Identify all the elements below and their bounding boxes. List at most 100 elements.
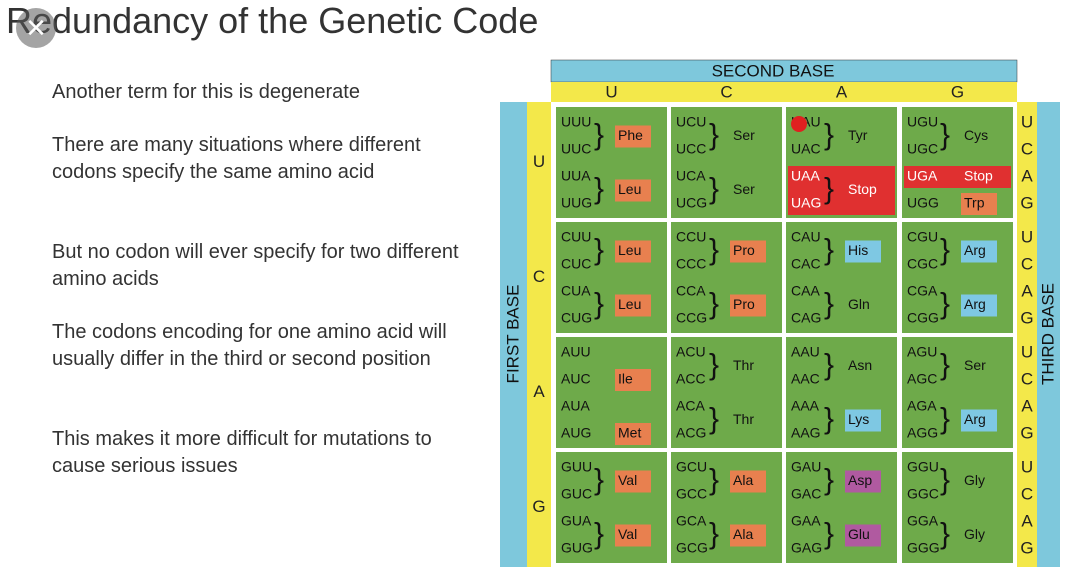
codon: ACU — [676, 344, 706, 360]
third-base-letter: U — [1021, 112, 1033, 131]
amino-acid: Stop — [848, 181, 877, 197]
brace: } — [594, 287, 604, 320]
codon: AAU — [791, 344, 820, 360]
amino-highlight — [845, 470, 881, 493]
stop-band — [904, 166, 1011, 188]
codon: AGU — [907, 344, 937, 360]
slide-title: Redundancy of the Genetic Code — [6, 0, 539, 41]
amino-acid: Arg — [964, 296, 986, 312]
amino-acid: Ser — [964, 357, 986, 373]
amino-acid: Glu — [848, 526, 870, 542]
paragraph: Another term for this is degenerate — [52, 81, 360, 103]
amino-highlight — [845, 409, 881, 432]
amino-highlight — [730, 470, 766, 493]
codon: CUA — [561, 283, 591, 299]
third-base-letter: A — [1021, 396, 1033, 415]
codon: GUC — [561, 486, 592, 502]
amino-acid: Pro — [733, 242, 755, 258]
codon: GAG — [791, 540, 822, 556]
amino-acid: Leu — [618, 242, 641, 258]
second-base-letter: C — [720, 82, 732, 101]
cell — [671, 337, 782, 448]
amino-highlight — [730, 240, 766, 263]
first-base-letter: C — [533, 267, 545, 286]
brace: } — [824, 287, 834, 320]
brace: } — [709, 402, 719, 435]
amino-acid: Ser — [733, 181, 755, 197]
amino-highlight — [615, 240, 651, 263]
codon: GCU — [676, 459, 707, 475]
amino-acid: Pro — [733, 296, 755, 312]
paragraph: There are many situations where differen… — [52, 134, 421, 183]
amino-highlight — [845, 524, 881, 547]
codon: CAC — [791, 256, 821, 272]
brace: } — [709, 287, 719, 320]
third-base-letter: A — [1021, 511, 1033, 530]
codon: AGG — [907, 425, 938, 441]
codon: GGA — [907, 513, 939, 529]
brace: } — [940, 463, 950, 496]
amino-acid: Trp — [964, 195, 985, 211]
codon: AUG — [561, 425, 591, 441]
codon: UAG — [791, 195, 821, 211]
codon: UUA — [561, 168, 591, 184]
codon: UGA — [907, 168, 938, 184]
amino-acid: Tyr — [848, 127, 868, 143]
third-base-letter: U — [1021, 457, 1033, 476]
amino-acid: Lys — [848, 411, 869, 427]
codon: CAA — [791, 283, 820, 299]
codon: ACG — [676, 425, 706, 441]
codon: GCG — [676, 540, 708, 556]
codon: GCA — [676, 513, 707, 529]
brace: } — [824, 463, 834, 496]
amino-acid: Gln — [848, 296, 870, 312]
codon: GCC — [676, 486, 707, 502]
codon: UGU — [907, 114, 938, 130]
codon: CAU — [791, 229, 821, 245]
codon: UGC — [907, 141, 938, 157]
codon: CGU — [907, 229, 938, 245]
amino-acid: Val — [618, 472, 637, 488]
third-base-letter: C — [1021, 139, 1033, 158]
third-base-letter: G — [1020, 308, 1033, 327]
brace: } — [594, 118, 604, 151]
codon: GUU — [561, 459, 592, 475]
brace: } — [940, 233, 950, 266]
codon: UUG — [561, 195, 592, 211]
codon: ACA — [676, 398, 705, 414]
codon: AAC — [791, 371, 820, 387]
first-base-letter: A — [533, 382, 545, 401]
third-base-letter: A — [1021, 281, 1033, 300]
amino-acid: Thr — [733, 411, 754, 427]
second-base-letter: U — [605, 82, 617, 101]
amino-highlight — [615, 470, 651, 493]
brace: } — [594, 233, 604, 266]
codon: GGG — [907, 540, 940, 556]
codon: GUG — [561, 540, 593, 556]
amino-highlight — [615, 125, 651, 148]
codon: UCG — [676, 195, 707, 211]
brace: } — [824, 517, 834, 550]
amino-highlight — [961, 409, 997, 432]
codon: AGA — [907, 398, 937, 414]
cell — [671, 107, 782, 218]
first-base-band — [500, 102, 527, 567]
codon: GAC — [791, 486, 821, 502]
codon: AAA — [791, 398, 820, 414]
brace: } — [824, 402, 834, 435]
amino-highlight — [615, 369, 651, 391]
third-base-letter: C — [1021, 369, 1033, 388]
amino-acid: Asp — [848, 472, 872, 488]
close-button[interactable]: ✕ — [16, 8, 56, 48]
second-base-label: SECOND BASE — [712, 61, 835, 80]
amino-highlight — [961, 294, 997, 317]
codon: GGU — [907, 459, 939, 475]
brace: } — [940, 517, 950, 550]
codon: CCA — [676, 283, 706, 299]
amino-acid: Stop — [964, 168, 993, 184]
amino-acid: Leu — [618, 296, 641, 312]
amino-acid: Ala — [733, 526, 753, 542]
amino-acid: Met — [618, 425, 641, 441]
brace: } — [824, 118, 834, 151]
brace: } — [940, 348, 950, 381]
